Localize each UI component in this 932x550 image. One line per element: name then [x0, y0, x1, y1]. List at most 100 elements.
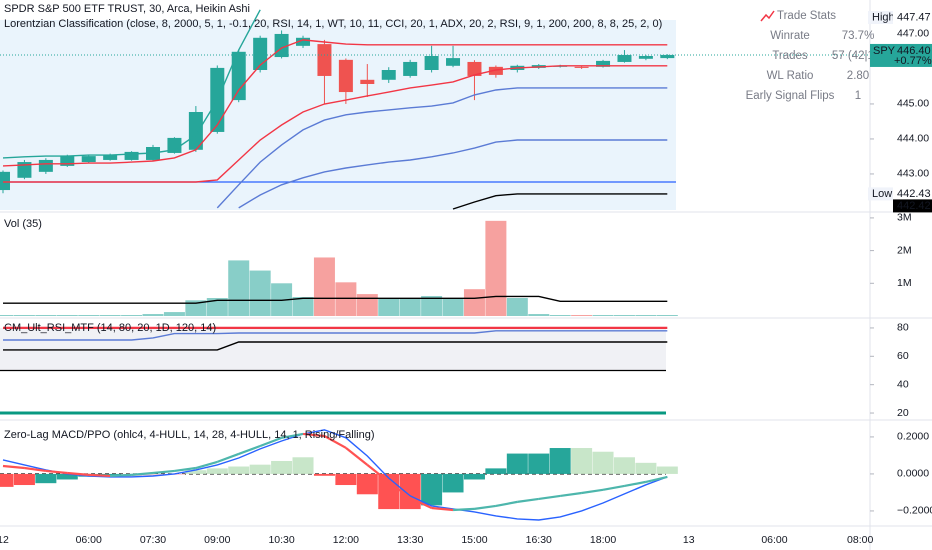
x-tick-label: 12: [0, 534, 9, 546]
volume-title: Vol (35): [4, 218, 42, 230]
histogram-bar: [56, 473, 78, 480]
y-tick-label: 447.00: [897, 28, 929, 40]
stats-title: Trade Stats: [777, 10, 836, 22]
chart-title: SPDR S&P 500 ETF TRUST, 30, Arca, Heikin…: [4, 3, 250, 15]
signal-segment: [67, 471, 89, 476]
signal-segment: [474, 504, 497, 510]
histogram-bar: [506, 453, 528, 474]
y-tick-label: 20: [897, 407, 909, 419]
x-tick-label: 06:00: [76, 534, 102, 546]
signal-segment: [131, 471, 154, 476]
x-tick-label: 10:30: [268, 534, 294, 546]
signal-segment: [495, 500, 518, 508]
signal-segment: [602, 484, 625, 491]
x-tick-label: 13:30: [397, 534, 423, 546]
signal-segment: [517, 497, 539, 503]
candle-body: [317, 44, 332, 76]
candle-body: [81, 156, 96, 163]
x-tick-label: 12:00: [333, 534, 359, 546]
histogram-bar: [142, 473, 164, 476]
histogram-bar: [99, 473, 121, 476]
candle-body: [38, 159, 53, 172]
tag-value: 446.40: [897, 45, 931, 57]
histogram-bar: [378, 473, 400, 510]
volume-bar: [485, 220, 507, 316]
signal-segment: [452, 507, 475, 512]
indicator-title: Lorentzian Classification (close, 8, 200…: [4, 18, 662, 30]
volume-bar: [335, 282, 357, 316]
candle-body: [574, 66, 589, 68]
candle-body: [467, 61, 482, 76]
candle-body: [0, 171, 10, 191]
indicator-line: [2, 429, 668, 521]
pane: [0, 9, 676, 210]
candle-body: [167, 137, 182, 153]
volume-bar: [635, 315, 657, 316]
x-tick-label: 08:00: [847, 534, 873, 546]
histogram-bar: [528, 453, 550, 474]
signal-segment: [645, 475, 668, 483]
signal-segment: [581, 488, 604, 495]
signal-segment: [624, 480, 647, 488]
indicator-line: [238, 139, 668, 209]
volume-bar: [13, 315, 35, 316]
stats-table: Winrate 73.7%Trades 57 (42|15)WL Ratio 2.80…: [746, 30, 885, 102]
candle-body: [446, 58, 461, 66]
volume-bar: [56, 315, 78, 316]
y-tick-label: 0.0000: [897, 468, 929, 480]
histogram-bar: [335, 473, 357, 486]
histogram-bar: [356, 473, 378, 495]
volume-bar: [463, 289, 485, 316]
volume-bar: [356, 294, 378, 316]
signal-segment: [302, 432, 325, 438]
signal-segment: [259, 436, 282, 448]
signal-segment: [195, 460, 218, 470]
volume-bar: [528, 314, 550, 316]
volume-bar: [228, 260, 250, 316]
histogram-bar: [185, 470, 207, 474]
histogram-bar: [292, 457, 314, 474]
x-tick-label: 09:00: [204, 534, 230, 546]
tag-name-box: [868, 187, 893, 201]
histogram-bar: [485, 468, 507, 474]
volume-bar: [249, 270, 271, 316]
candle-body: [638, 56, 653, 59]
volume-bar: [549, 315, 571, 316]
volume-bar: [399, 298, 421, 316]
tag-change: +0.77%: [894, 55, 932, 67]
histogram-bar: [613, 457, 635, 474]
histogram-bar: [228, 466, 250, 474]
y-tick-label: 40: [897, 378, 909, 390]
candle-body: [188, 112, 203, 150]
stat-label: WL Ratio: [767, 70, 814, 82]
histogram-bar: [13, 473, 35, 486]
volume-bar: [185, 300, 207, 316]
x-tick-label: 13: [683, 534, 695, 546]
prediction-background: [0, 20, 676, 210]
signal-segment: [216, 452, 240, 463]
histogram-bar: [249, 464, 271, 474]
volume-bar: [99, 315, 121, 316]
signal-segment: [152, 469, 175, 475]
indicator-line: [216, 87, 668, 209]
stat-label: Winrate: [770, 30, 810, 42]
y-tick-label: 1M: [897, 277, 912, 289]
x-tick-label: 18:00: [590, 534, 616, 546]
histogram-bar: [271, 460, 293, 474]
pane: [0, 429, 678, 521]
tag-value-box: [893, 187, 932, 201]
histogram-bar: [571, 448, 593, 474]
histogram-bar: [421, 473, 443, 506]
tag-name-box: [868, 11, 893, 24]
y-tick-label: 60: [897, 350, 909, 362]
y-tick-label: 443.00: [897, 168, 929, 180]
indicator-line: [3, 295, 668, 304]
stat-value: 2.80: [847, 70, 869, 82]
candle-body: [296, 37, 311, 46]
volume-bar: [35, 315, 57, 316]
signal-segment: [409, 496, 433, 509]
stats-icon: [760, 10, 775, 22]
y-tick-label: 2M: [897, 244, 912, 256]
